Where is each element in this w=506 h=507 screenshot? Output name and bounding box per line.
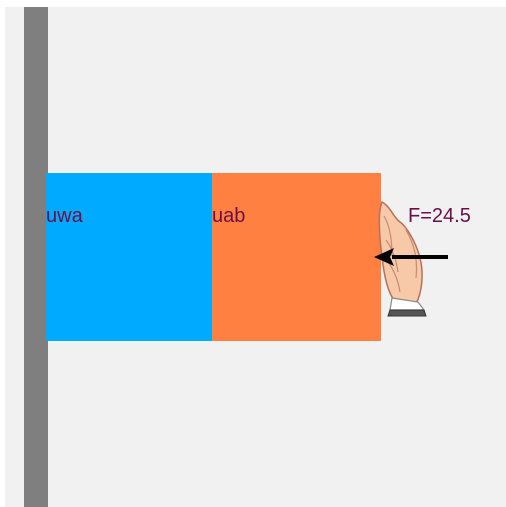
block-label-uab: uab bbox=[212, 205, 246, 227]
force-label: F=24.5 bbox=[408, 205, 471, 227]
block-uab: uab bbox=[212, 173, 381, 341]
block-label-uwa: uwa bbox=[46, 205, 83, 227]
wall bbox=[24, 7, 48, 507]
pushing-hand-icon bbox=[378, 200, 427, 317]
force-arrow bbox=[374, 248, 448, 266]
block-uwa: uwa bbox=[46, 173, 213, 341]
